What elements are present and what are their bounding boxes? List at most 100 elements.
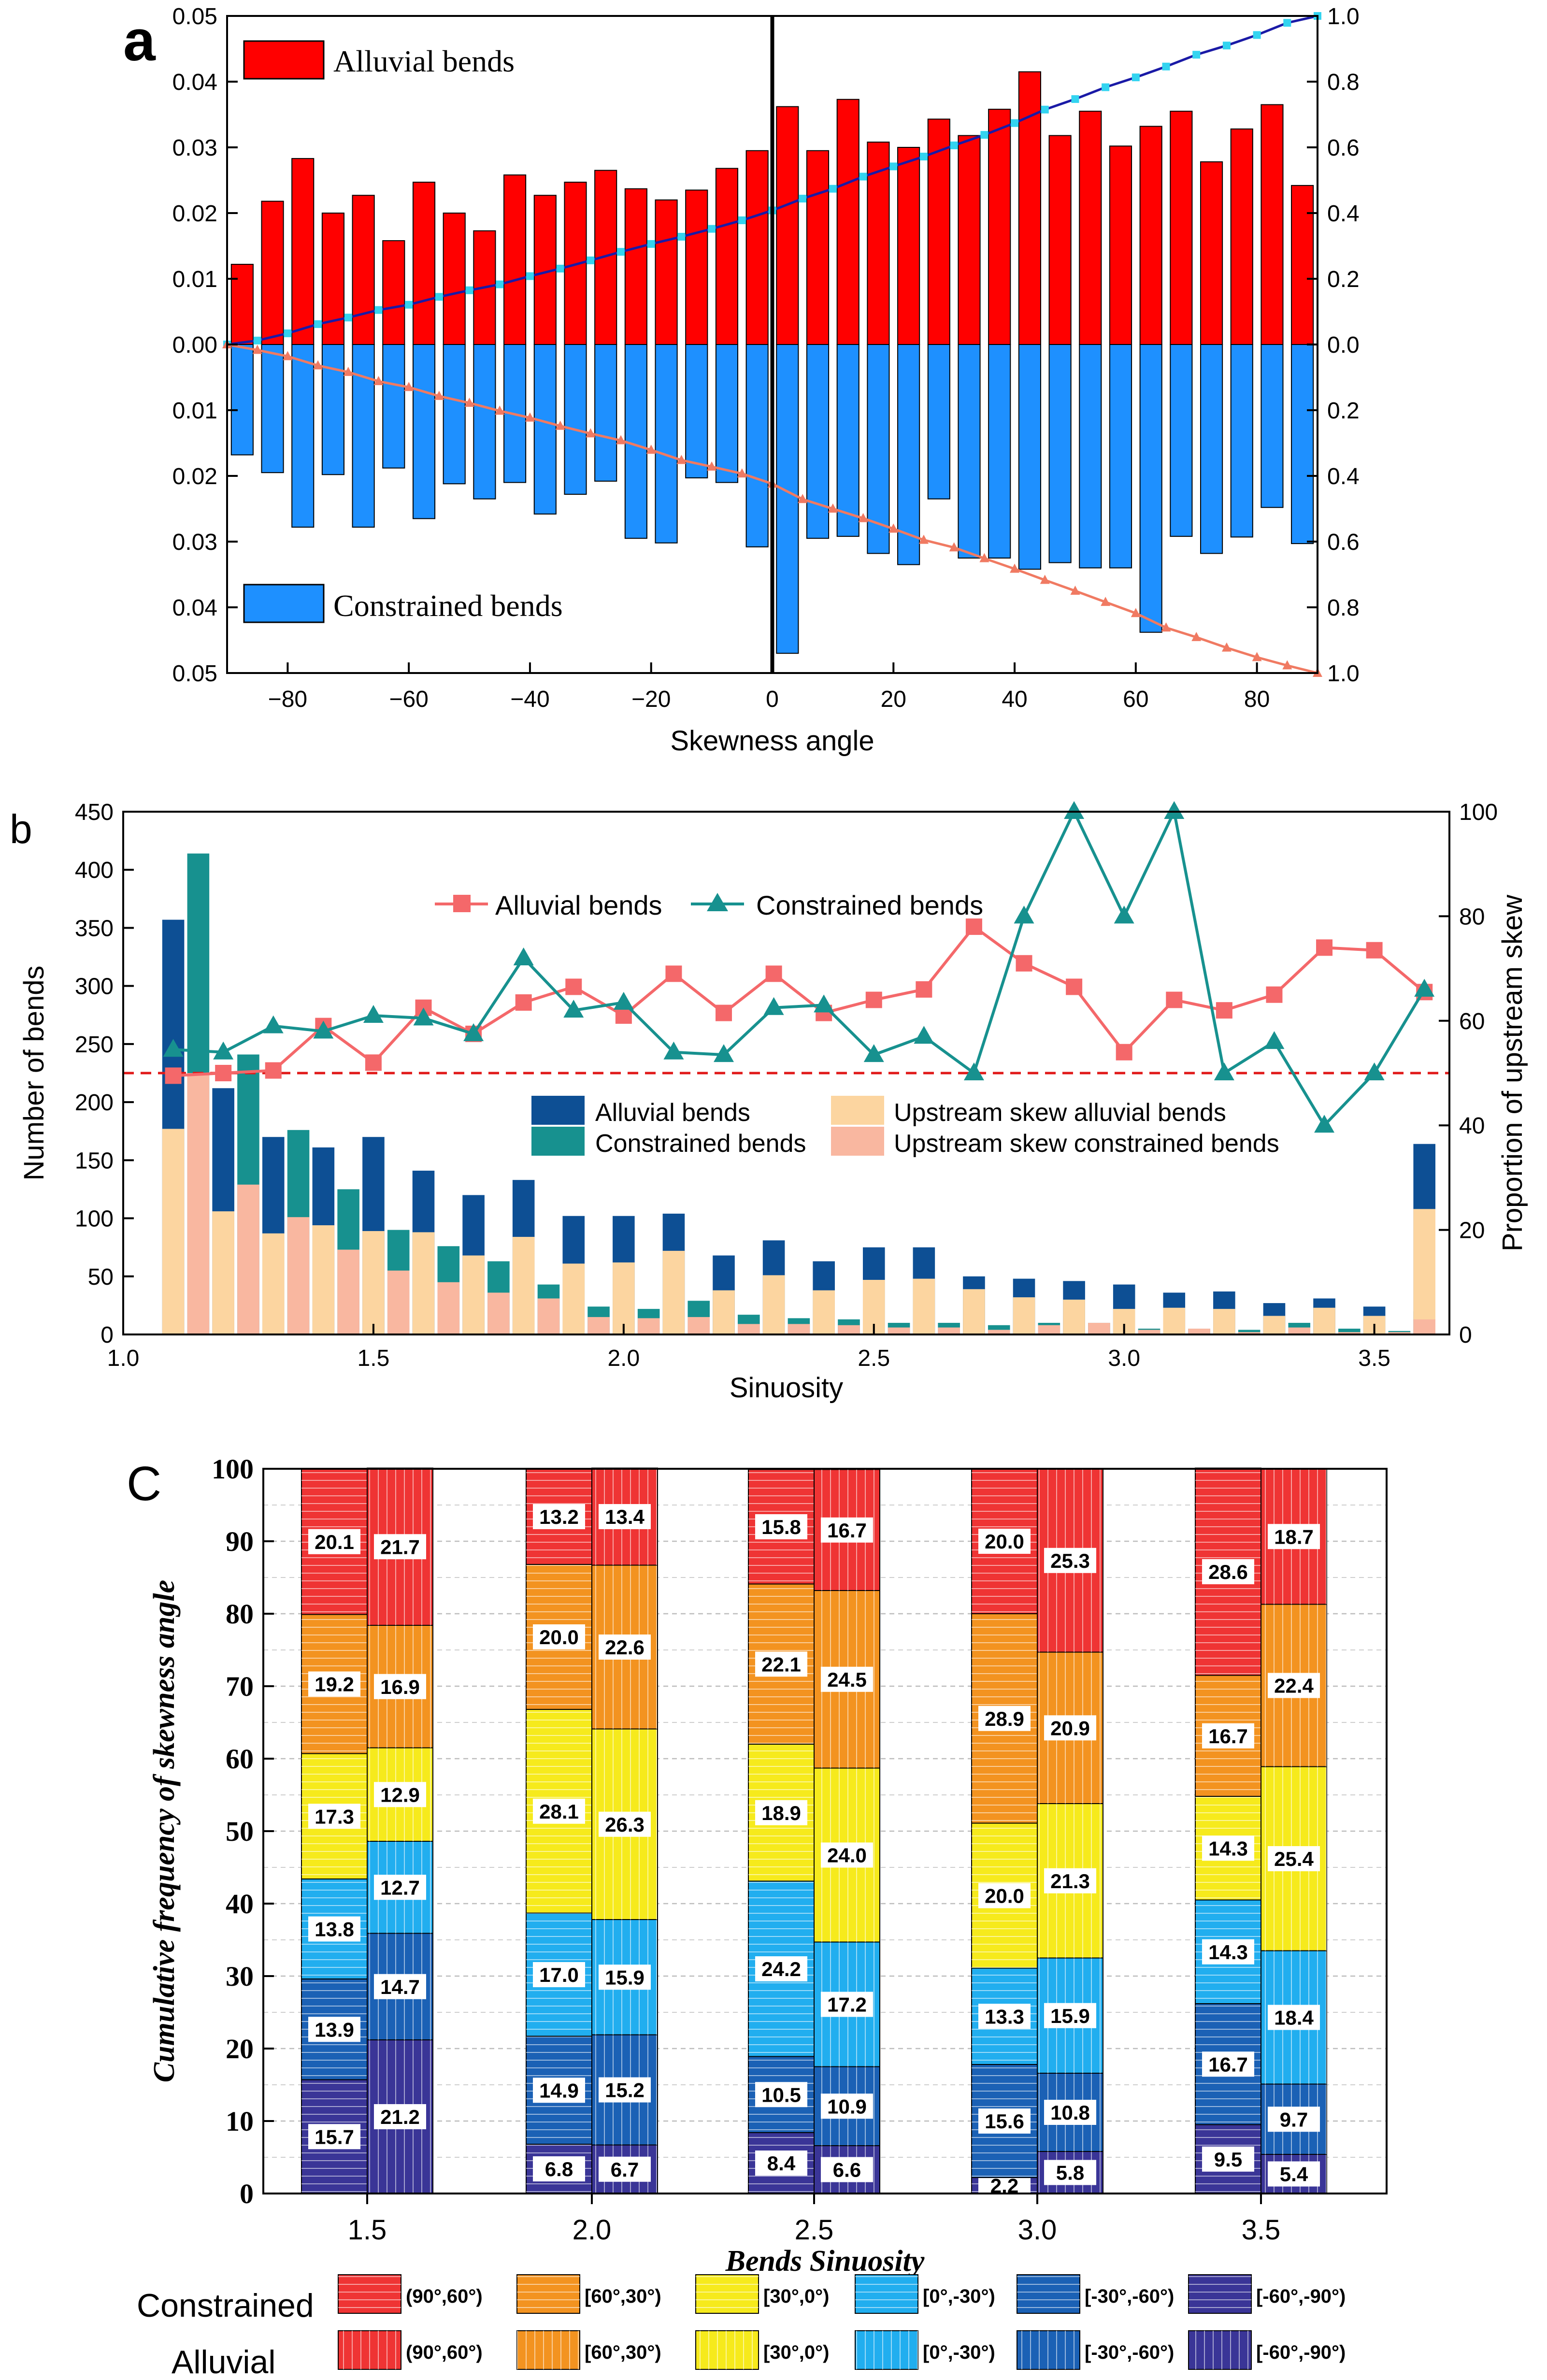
legend-bin-label: [0°,-30°) xyxy=(923,2286,995,2307)
legend-swatch-hatch xyxy=(696,2331,759,2369)
constrained-bar xyxy=(836,344,859,537)
y-axis-title-left: Number of bends xyxy=(18,966,50,1181)
legend-swatch-bar-up-constrained xyxy=(831,1127,884,1156)
constrained-proportion-marker xyxy=(1014,905,1034,924)
value-label: 9.5 xyxy=(1214,2148,1242,2171)
constrained-bar xyxy=(594,344,617,482)
alluvial-cumulative-marker xyxy=(1162,62,1170,71)
sinuosity-bar xyxy=(1263,1316,1286,1334)
sinuosity-bar xyxy=(1413,1319,1435,1334)
value-label: 5.4 xyxy=(1280,2163,1308,2186)
legend-row-label-alluvial: Alluvial xyxy=(172,2344,275,2380)
legend-bin-label: [0°,-30°) xyxy=(923,2342,995,2363)
alluvial-bar xyxy=(776,106,799,345)
panel-a-bars xyxy=(230,71,1314,654)
sinuosity-bar xyxy=(1238,1332,1261,1334)
value-label: 19.2 xyxy=(315,1673,354,1696)
alluvial-proportion-marker xyxy=(165,1067,182,1084)
legend-bin-label: [-60°,-90°) xyxy=(1256,2286,1346,2307)
legend-swatch-hatch xyxy=(696,2275,759,2313)
alluvial-bar xyxy=(897,147,920,345)
constrained-cumulative-marker xyxy=(373,376,384,386)
alluvial-proportion-marker xyxy=(515,994,532,1011)
constrained-proportion-marker xyxy=(613,991,634,1010)
constrained-cumulative-marker xyxy=(586,428,596,438)
y-tick-label: 0 xyxy=(240,2178,254,2209)
legend-marker-square xyxy=(453,895,471,912)
sinuosity-bar xyxy=(688,1317,710,1334)
legend-text-bar-up-alluvial: Upstream skew alluvial bends xyxy=(894,1099,1226,1127)
y-tick-label-right: 0.4 xyxy=(1327,464,1360,489)
sinuosity-bar xyxy=(562,1263,585,1334)
value-label-background xyxy=(599,1634,651,1660)
constrained-bar xyxy=(897,344,920,565)
value-label-background xyxy=(978,2004,1031,2029)
alluvial-cumulative-marker xyxy=(1253,31,1261,39)
alluvial-cumulative-marker xyxy=(829,185,837,193)
value-label: 16.7 xyxy=(1208,1725,1248,1748)
value-label-background xyxy=(755,2082,807,2108)
alluvial-bar xyxy=(443,213,466,345)
value-label-background xyxy=(755,1956,807,1981)
x-tick-label: 80 xyxy=(1244,687,1270,712)
legend-label-constrained: Constrained bends xyxy=(333,588,563,623)
constrained-cumulative-marker xyxy=(798,494,808,503)
legend-swatch-bar-constrained xyxy=(531,1127,585,1156)
constrained-cumulative-marker xyxy=(646,444,656,454)
constrained-cumulative-marker xyxy=(434,390,444,400)
constrained-bar xyxy=(1230,344,1253,538)
constrained-cumulative-marker xyxy=(343,367,353,376)
value-label: 6.6 xyxy=(833,2159,861,2181)
alluvial-cumulative-marker xyxy=(496,280,504,288)
alluvial-proportion-marker xyxy=(716,1004,732,1021)
alluvial-cumulative-marker xyxy=(889,162,898,171)
constrained-bar xyxy=(230,344,254,456)
value-label: 20.9 xyxy=(1050,1717,1090,1739)
x-tick-label: 2.0 xyxy=(607,1346,640,1371)
value-label: 15.8 xyxy=(761,1516,801,1538)
legend-bin-label: [-30°,-60°) xyxy=(1085,2286,1174,2307)
value-label-background xyxy=(821,2157,873,2182)
value-label: 9.7 xyxy=(1280,2108,1308,2131)
sinuosity-bar xyxy=(262,1233,285,1334)
constrained-bar xyxy=(867,344,890,554)
y-tick-label-left: 0.04 xyxy=(172,595,217,621)
alluvial-cumulative-marker xyxy=(465,286,473,294)
constrained-cumulative-marker xyxy=(828,503,838,513)
value-label-background xyxy=(821,1992,873,2017)
x-tick-label: 2.5 xyxy=(795,2214,834,2246)
alluvial-proportion-marker xyxy=(765,965,782,982)
y-tick-label-left: 0.05 xyxy=(172,4,217,29)
alluvial-cumulative-marker xyxy=(919,153,928,161)
value-label: 14.7 xyxy=(380,1976,420,1998)
constrained-proportion-marker xyxy=(663,1041,684,1060)
value-label: 25.3 xyxy=(1050,1549,1090,1572)
y-tick-label-left: 0.02 xyxy=(172,201,217,227)
value-label: 21.3 xyxy=(1050,1870,1090,1893)
value-label-background xyxy=(599,2156,651,2182)
sinuosity-bar xyxy=(1138,1330,1160,1334)
sinuosity-bar xyxy=(487,1292,510,1334)
sinuosity-bar xyxy=(1213,1309,1235,1334)
value-label-background xyxy=(308,2124,360,2150)
panel-b-frame xyxy=(122,811,1450,1335)
alluvial-proportion-marker xyxy=(1016,955,1032,972)
constrained-proportion-marker xyxy=(814,994,834,1013)
sinuosity-bar xyxy=(1338,1332,1361,1334)
alluvial-proportion-marker xyxy=(916,981,932,998)
y-tick-label-left: 100 xyxy=(75,1206,114,1232)
y-tick-label: 50 xyxy=(226,1816,254,1847)
constrained-bar xyxy=(1261,344,1284,508)
alluvial-cumulative-marker xyxy=(1071,95,1079,103)
value-label-background xyxy=(755,1800,807,1825)
constrained-bar xyxy=(745,344,769,547)
legend-swatch-bar-alluvial xyxy=(531,1096,585,1125)
x-tick-label: 3.0 xyxy=(1108,1346,1140,1371)
sinuosity-bar xyxy=(788,1324,810,1334)
y-axis-title: Cumulative frequency of skewness angle xyxy=(148,1580,181,2082)
constrained-cumulative-marker xyxy=(525,412,535,422)
x-tick-label: 20 xyxy=(881,687,906,712)
value-label-background xyxy=(374,1875,426,1900)
constrained-cumulative-marker xyxy=(1221,642,1232,652)
sinuosity-bar xyxy=(437,1282,460,1334)
